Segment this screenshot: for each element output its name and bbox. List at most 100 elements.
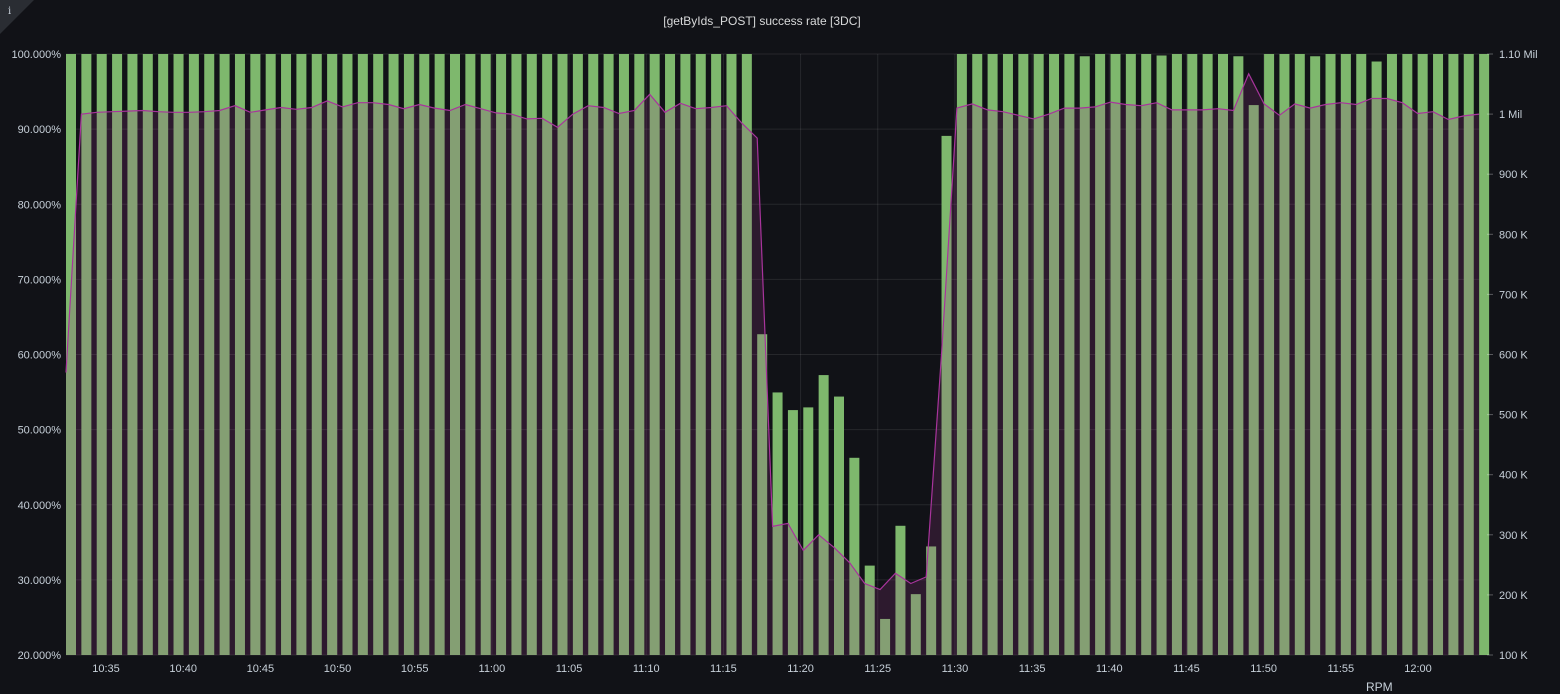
right-tick-label: 200 K — [1499, 590, 1528, 602]
success-rate-bar[interactable] — [1417, 54, 1428, 655]
success-rate-bar[interactable] — [388, 54, 399, 655]
success-rate-bar[interactable] — [1018, 54, 1029, 655]
success-rate-bar[interactable] — [972, 54, 983, 655]
success-rate-bar[interactable] — [941, 135, 952, 656]
success-rate-bar[interactable] — [219, 54, 230, 655]
success-rate-bar[interactable] — [849, 457, 860, 655]
success-rate-bar[interactable] — [665, 54, 676, 655]
success-rate-bar[interactable] — [234, 54, 245, 655]
legend-item-rpm[interactable]: RPM — [1366, 680, 1393, 694]
success-rate-bar[interactable] — [1125, 54, 1136, 655]
success-rate-bar[interactable] — [1325, 54, 1336, 655]
success-rate-bar[interactable] — [480, 54, 491, 655]
success-rate-bar[interactable] — [757, 334, 768, 655]
success-rate-bar[interactable] — [403, 54, 414, 655]
success-rate-bar[interactable] — [772, 392, 783, 655]
panel-info-corner[interactable] — [0, 0, 34, 34]
success-rate-bar[interactable] — [81, 54, 92, 655]
success-rate-bar[interactable] — [864, 565, 875, 655]
success-rate-bar[interactable] — [1448, 54, 1459, 655]
success-rate-bar[interactable] — [1187, 54, 1198, 655]
left-tick-label: 70.000% — [18, 274, 62, 286]
success-rate-bar[interactable] — [1049, 54, 1060, 655]
success-rate-bar[interactable] — [926, 546, 937, 655]
success-rate-bar[interactable] — [910, 594, 921, 655]
success-rate-bar[interactable] — [250, 54, 261, 655]
success-rate-bar[interactable] — [588, 54, 599, 655]
success-rate-bar[interactable] — [834, 396, 844, 655]
success-rate-bar[interactable] — [618, 54, 629, 655]
success-rate-bar[interactable] — [496, 54, 507, 655]
success-rate-bar[interactable] — [357, 54, 368, 655]
success-rate-bar[interactable] — [1356, 54, 1367, 655]
success-rate-bar[interactable] — [1402, 54, 1413, 655]
success-rate-bar[interactable] — [1340, 54, 1351, 655]
x-tick-label: 10:50 — [324, 663, 352, 675]
success-rate-bar[interactable] — [1171, 54, 1182, 655]
success-rate-bar[interactable] — [265, 54, 276, 655]
success-rate-bar[interactable] — [188, 54, 199, 655]
left-tick-label: 60.000% — [18, 350, 62, 362]
success-rate-bar[interactable] — [895, 525, 906, 655]
success-rate-bar[interactable] — [956, 54, 967, 655]
success-rate-bar[interactable] — [1156, 55, 1167, 655]
success-rate-bar[interactable] — [1264, 54, 1275, 655]
success-rate-bar[interactable] — [1002, 54, 1013, 655]
success-rate-bar[interactable] — [880, 618, 891, 655]
success-rate-bar[interactable] — [112, 54, 123, 655]
success-rate-bar[interactable] — [1110, 54, 1121, 655]
success-rate-bar[interactable] — [296, 54, 307, 655]
success-rate-bar[interactable] — [1279, 54, 1290, 655]
success-rate-bar[interactable] — [465, 54, 476, 655]
success-rate-bar[interactable] — [526, 54, 537, 655]
success-rate-bar[interactable] — [711, 54, 722, 655]
success-rate-bar[interactable] — [450, 54, 460, 655]
success-rate-bar[interactable] — [680, 54, 691, 655]
success-rate-bar[interactable] — [281, 54, 292, 655]
success-rate-bar[interactable] — [1141, 54, 1152, 655]
success-rate-bar[interactable] — [542, 54, 553, 655]
success-rate-bar[interactable] — [649, 54, 660, 655]
success-rate-bar[interactable] — [1064, 54, 1075, 655]
success-rate-bar[interactable] — [327, 54, 338, 655]
success-rate-bar[interactable] — [373, 54, 384, 655]
success-rate-bar[interactable] — [419, 54, 430, 655]
success-rate-bar[interactable] — [1371, 61, 1382, 655]
success-rate-bar[interactable] — [803, 407, 814, 655]
success-rate-bar[interactable] — [726, 54, 737, 655]
info-icon[interactable]: i — [8, 6, 12, 17]
success-rate-bar[interactable] — [572, 54, 583, 655]
success-rate-bar[interactable] — [818, 375, 829, 655]
success-rate-bar[interactable] — [557, 54, 568, 655]
success-rate-bar[interactable] — [603, 54, 614, 655]
success-rate-bar[interactable] — [634, 54, 645, 655]
success-rate-bar[interactable] — [1463, 54, 1474, 655]
success-rate-bar[interactable] — [1479, 54, 1490, 655]
success-rate-bar[interactable] — [127, 54, 138, 655]
success-rate-bar[interactable] — [204, 54, 215, 655]
success-rate-bar[interactable] — [1202, 54, 1213, 655]
success-rate-bar[interactable] — [741, 54, 752, 655]
success-rate-bar[interactable] — [1248, 105, 1259, 655]
success-rate-bar[interactable] — [434, 54, 445, 655]
success-rate-bar[interactable] — [142, 54, 153, 655]
success-rate-bar[interactable] — [1079, 56, 1090, 656]
success-rate-bar[interactable] — [1310, 56, 1321, 656]
success-rate-bar[interactable] — [511, 54, 522, 655]
success-rate-bar[interactable] — [1095, 54, 1106, 655]
success-rate-bar[interactable] — [695, 54, 706, 655]
success-rate-bar[interactable] — [96, 54, 107, 655]
success-rate-bar[interactable] — [311, 54, 322, 655]
success-rate-bar[interactable] — [1233, 56, 1244, 656]
success-rate-bar[interactable] — [1218, 54, 1228, 655]
success-rate-bar[interactable] — [1386, 54, 1397, 655]
success-rate-bar[interactable] — [173, 54, 184, 655]
success-rate-bar[interactable] — [1033, 54, 1044, 655]
x-tick-label: 10:35 — [92, 663, 120, 675]
success-rate-bar[interactable] — [1294, 54, 1305, 655]
success-rate-bar[interactable] — [66, 54, 76, 655]
success-rate-bar[interactable] — [158, 54, 169, 655]
success-rate-bar[interactable] — [1433, 54, 1444, 655]
success-rate-bar[interactable] — [987, 54, 998, 655]
success-rate-bar[interactable] — [342, 54, 353, 655]
